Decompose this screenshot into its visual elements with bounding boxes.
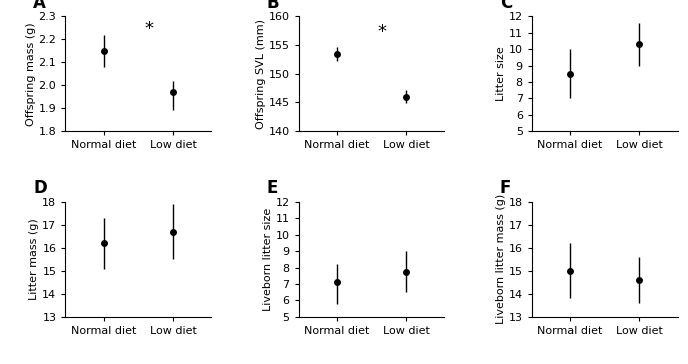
Y-axis label: Litter mass (g): Litter mass (g) [30,218,39,300]
Text: *: * [144,20,153,38]
Y-axis label: Offspring SVL (mm): Offspring SVL (mm) [256,19,266,129]
Text: F: F [499,179,511,198]
Text: C: C [499,0,512,12]
Y-axis label: Liveborn litter size: Liveborn litter size [263,208,272,311]
Y-axis label: Litter size: Litter size [496,46,506,101]
Text: E: E [266,179,278,198]
Text: A: A [33,0,46,12]
Text: B: B [266,0,279,12]
Y-axis label: Liveborn litter mass (g): Liveborn litter mass (g) [496,194,506,324]
Text: D: D [33,179,47,198]
Text: *: * [378,23,387,41]
Y-axis label: Offspring mass (g): Offspring mass (g) [25,22,36,126]
